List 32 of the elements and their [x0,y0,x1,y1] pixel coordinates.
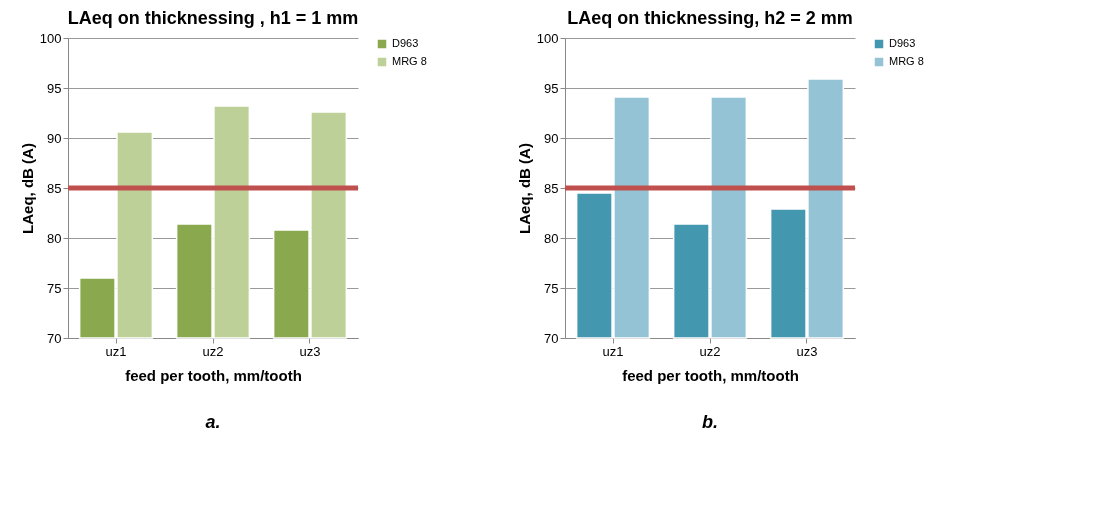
chart-title: LAeq on thicknessing, h2 = 2 mm [567,8,853,28]
x-tick-label: uz3 [796,343,818,359]
y-axis-title: LAeq, dB (A) [18,143,36,234]
x-axis-title: feed per tooth, mm/tooth [622,366,799,384]
y-tick-label: 90 [544,130,559,146]
legend-label: MRG 8 [889,55,924,67]
y-tick-label: 75 [544,280,559,296]
y-axis-title: LAeq, dB (A) [515,143,533,234]
y-tick-label: 85 [544,180,559,196]
x-tick-label: uz1 [602,343,624,359]
chart-title: LAeq on thicknessing , h1 = 1 mm [67,8,359,28]
x-tick-label: uz1 [105,343,127,359]
legend-label: MRG 8 [392,55,427,67]
text: a. [205,412,221,432]
y-tick-label: 85 [47,180,62,196]
x-tick-label: uz3 [299,343,321,359]
y-tick-label: 95 [47,80,62,96]
y-tick-label: 70 [47,330,62,346]
y-tick-label: 75 [47,280,62,296]
y-tick-label: 80 [544,230,559,246]
y-tick-label: 100 [536,30,559,46]
y-tick-label: 95 [544,80,559,96]
y-tick-label: 80 [47,230,62,246]
y-tick-label: 90 [47,130,62,146]
x-tick-label: uz2 [202,343,224,359]
y-tick-label: 70 [544,330,559,346]
y-tick-label: 100 [39,30,62,46]
x-tick-label: uz2 [699,343,721,359]
x-axis-title: feed per tooth, mm/tooth [125,366,302,384]
legend-label: D963 [392,37,419,49]
legend-label: D963 [889,37,916,49]
text: b. [702,412,718,432]
